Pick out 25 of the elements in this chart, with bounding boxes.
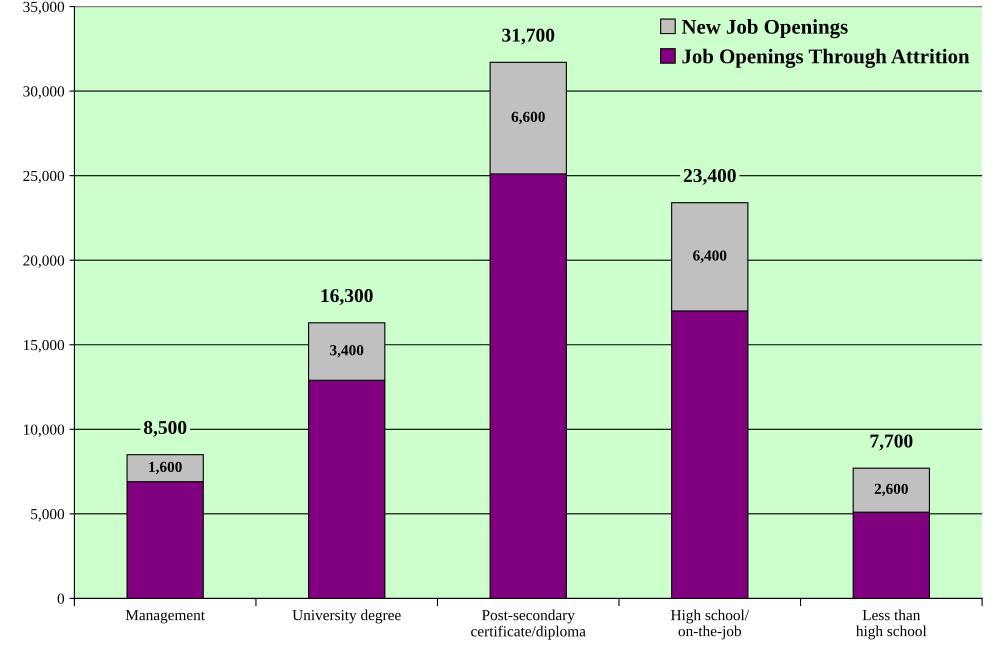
data-label: 6,600: [512, 112, 545, 124]
y-tick-label: 10,000: [24, 424, 64, 437]
data-label: 2,600: [874, 484, 908, 496]
total-label: 8,500: [144, 420, 186, 437]
y-tick-label: 5,000: [31, 509, 64, 522]
data-label: 3,400: [330, 345, 364, 358]
total-label: 7,700: [870, 434, 912, 450]
total-label: 16,300: [322, 289, 373, 305]
y-tick-label: 15,000: [24, 340, 64, 352]
x-tick-label: Less than high school: [856, 610, 926, 640]
legend-label: Job Openings Through Attrition: [682, 48, 970, 68]
x-tick-label: University degree: [292, 610, 401, 624]
x-tick-label: Management: [126, 610, 205, 624]
legend-label: New Job Openings: [682, 19, 848, 38]
y-tick-label: 35,000: [23, 2, 64, 14]
y-tick-label: 30,000: [23, 86, 64, 99]
data-label: 1,600: [149, 462, 182, 474]
y-tick-label: 25,000: [23, 170, 64, 184]
total-label: 31,700: [502, 28, 554, 45]
x-tick-label: Post-secondary certificate/diploma: [471, 610, 586, 640]
y-tick-label: 20,000: [23, 255, 64, 268]
total-label: 23,400: [684, 168, 736, 185]
x-tick-label: High school/ on-the-job: [670, 610, 750, 640]
data-label: 6,400: [693, 250, 726, 263]
y-tick-label: 0: [58, 594, 64, 604]
